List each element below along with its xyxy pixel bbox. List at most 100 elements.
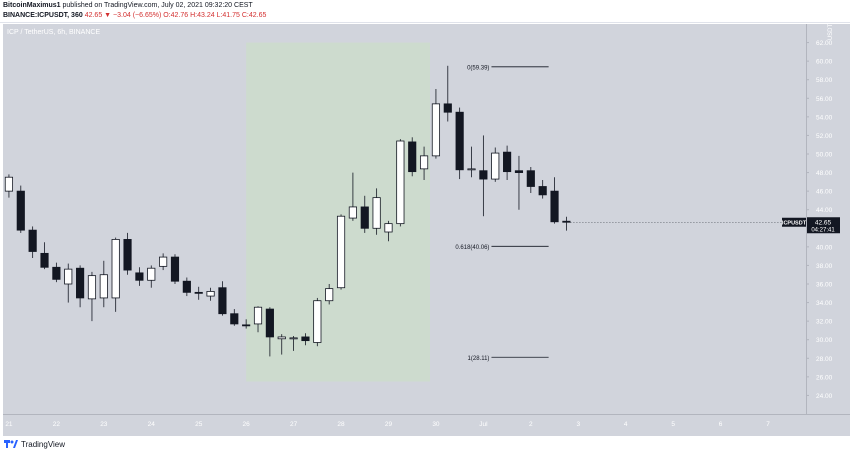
candle-down (550, 190, 559, 223)
candle-up (372, 197, 381, 229)
candle-down (503, 151, 512, 173)
candle-up (313, 300, 322, 343)
price-tick-label: 48.00 (816, 170, 833, 177)
watermark-label: ICP / TetherUS, 6h, BINANCE (7, 29, 100, 36)
published-text: published on TradingView.com, July 02, 2… (60, 2, 253, 9)
price-tick-label: 34.00 (816, 300, 833, 307)
candle-up (467, 168, 476, 171)
candle-down (230, 313, 239, 325)
candle-down (443, 103, 452, 113)
candle-up (336, 215, 346, 289)
price-tick-label: 46.00 (816, 189, 833, 196)
candle-up (99, 274, 108, 299)
candle-down (408, 141, 417, 173)
symbol-info: BINANCE:ICPUSDT, 360 42.65 ▼ −3.04 (−6.6… (3, 12, 266, 19)
tradingview-icon (4, 440, 18, 448)
candle-down (135, 272, 144, 281)
candle-down (479, 170, 488, 180)
currency-label: USDT (828, 24, 834, 41)
price-tick-label: 32.00 (816, 319, 833, 326)
time-tick-label: 4 (624, 421, 628, 428)
price-tick-label: 40.00 (816, 244, 833, 251)
time-tick-label: 22 (53, 421, 61, 428)
price-value-text: 42.65 (815, 219, 832, 226)
time-tick-label: 23 (100, 421, 108, 428)
fib-level-label: 1(28.11) (468, 356, 490, 362)
candle-up (64, 268, 73, 285)
candle-down (123, 239, 132, 271)
price-tick-label: 44.00 (816, 207, 833, 214)
chart-header: BitcoinMaximus1 published on TradingView… (0, 0, 850, 22)
time-tick-label: 29 (385, 421, 393, 428)
candle-down (360, 206, 369, 229)
price-tick-label: 50.00 (816, 152, 833, 159)
price-tick-label: 58.00 (816, 77, 833, 84)
candle-up (419, 155, 429, 170)
price-tick-label: 26.00 (816, 374, 833, 381)
candle-down (526, 170, 535, 187)
time-tick-label: 25 (195, 421, 203, 428)
candle-down (52, 266, 61, 280)
brand-name: TradingView (21, 439, 66, 449)
candle-down (76, 267, 85, 299)
publish-info: BitcoinMaximus1 published on TradingView… (3, 2, 253, 9)
time-tick-label: 30 (432, 421, 440, 428)
price-value-tag (807, 217, 840, 234)
candle-up (348, 206, 357, 219)
candle-down (16, 190, 25, 231)
candle-up (431, 103, 441, 157)
candle-down (538, 186, 547, 196)
candle-down (194, 291, 203, 294)
candle-down (218, 287, 227, 315)
price-tick-label: 56.00 (816, 96, 833, 103)
price-countdown-text: 04:27:41 (811, 227, 835, 233)
candle-down (562, 220, 571, 223)
candle-down (301, 336, 310, 342)
time-tick-label: 2 (529, 421, 533, 428)
candle-down (40, 252, 49, 268)
candle-up (491, 152, 500, 180)
tradingview-logo[interactable]: TradingView (4, 439, 65, 449)
candle-up (4, 176, 14, 192)
candle-down (28, 229, 37, 252)
price-symbol-tag (782, 217, 806, 227)
price-tick-label: 36.00 (816, 282, 833, 289)
candle-up (159, 256, 168, 267)
price-tick-label: 24.00 (816, 393, 833, 400)
time-axis-background (3, 414, 850, 436)
price-tick-label: 30.00 (816, 337, 833, 344)
candle-up (384, 223, 393, 233)
candle-up (87, 275, 97, 300)
candle-down (514, 170, 524, 173)
time-tick-label: 7 (766, 421, 770, 428)
time-tick-label: 26 (243, 421, 251, 428)
time-tick-label: 27 (290, 421, 298, 428)
chart-footer: TradingView (0, 437, 850, 453)
candle-down (265, 308, 274, 338)
candle-up (206, 291, 215, 297)
price-tick-label: 60.00 (816, 59, 833, 66)
time-tick-label: 3 (576, 421, 580, 428)
price-tick-label: 52.00 (816, 133, 833, 140)
fib-level-label: 0(59.39) (467, 65, 489, 71)
candle-down (455, 111, 464, 171)
author-name: BitcoinMaximus1 (3, 2, 61, 9)
candle-up (147, 267, 156, 281)
fib-level-label: 0.618(40.06) (455, 245, 489, 251)
time-tick-label: 5 (671, 421, 675, 428)
ohlc-values: 42.65 ▼ −3.04 (−6.65%) O:42.76 H:43.24 L… (84, 12, 267, 19)
time-tick-label: Jul (479, 421, 488, 428)
candle-down (182, 280, 191, 293)
candle-down (170, 256, 180, 282)
time-tick-label: 24 (148, 421, 156, 428)
price-tick-label: 54.00 (816, 114, 833, 121)
candle-down (242, 324, 251, 327)
candle-up (253, 306, 263, 325)
candlestick-chart[interactable]: ICP / TetherUS, 6h, BINANCE USDT 24.00 26.0… (0, 22, 850, 437)
candle-up (277, 336, 286, 340)
price-tick-label: 28.00 (816, 356, 833, 363)
symbol-line: BINANCE:ICPUSDT, 360 (3, 12, 83, 19)
candle-up (111, 239, 120, 299)
price-tick-label: 62.00 (816, 40, 833, 47)
price-symbol-text: ICPUSDT (782, 220, 807, 226)
